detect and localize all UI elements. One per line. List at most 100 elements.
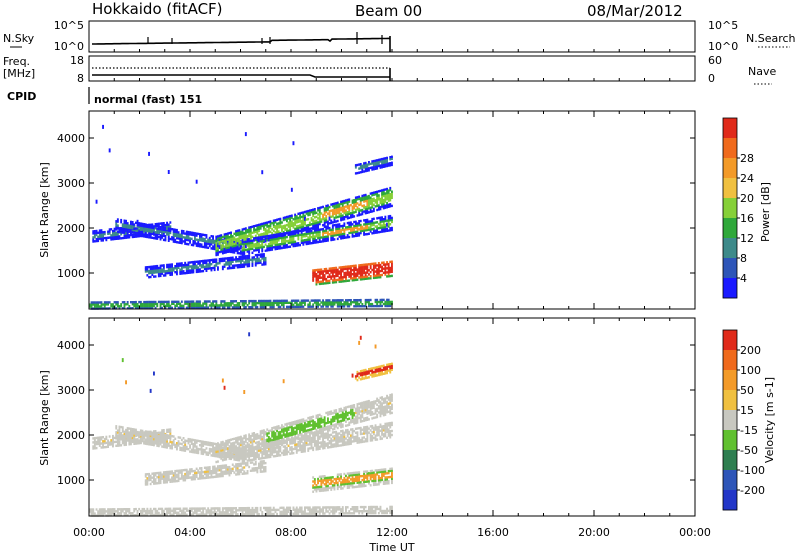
heatmap-cell: [353, 269, 355, 271]
heatmap-cell: [253, 458, 255, 460]
heatmap-cell: [301, 234, 303, 236]
heatmap-cell: [142, 231, 144, 233]
heatmap-cell: [373, 168, 375, 170]
heatmap-cell: [357, 273, 359, 275]
heatmap-cell: [186, 243, 188, 245]
heatmap-cell: [242, 454, 244, 456]
heatmap-cell: [133, 223, 135, 225]
heatmap-cell: [245, 434, 247, 436]
heatmap-cell: [161, 429, 163, 431]
heatmap-cell: [102, 436, 104, 438]
heatmap-cell: [250, 470, 252, 472]
heatmap-cell: [217, 262, 219, 264]
colorbar-swatch: [723, 118, 737, 138]
heatmap-cell: [194, 263, 196, 265]
heatmap-cell: [217, 507, 219, 509]
heatmap-cell: [142, 303, 144, 305]
heatmap-cell: [353, 305, 355, 307]
heatmap-cell: [194, 449, 196, 451]
heatmap-cell: [189, 468, 191, 470]
heatmap-cell: [368, 233, 370, 235]
heatmap-cell: [155, 430, 157, 432]
heatmap-cell: [197, 507, 199, 509]
heatmap-cell: [99, 301, 101, 303]
heatmap-cell: [301, 224, 303, 226]
heatmap-cell: [206, 234, 208, 236]
heatmap-cell: [196, 180, 198, 184]
heatmap-cell: [105, 510, 107, 512]
heatmap-cell: [138, 431, 140, 433]
heatmap-cell: [166, 471, 168, 473]
heatmap-cell: [261, 453, 263, 455]
heatmap-cell: [230, 238, 232, 240]
heatmap-cell: [217, 442, 219, 444]
heatmap-cell: [297, 306, 299, 308]
heatmap-cell: [178, 478, 180, 480]
noise-right-label: N.Search: [746, 32, 796, 45]
heatmap-cell: [94, 301, 96, 303]
colorbar-swatch: [723, 278, 737, 298]
heatmap-cell: [158, 472, 160, 474]
heatmap-cell: [381, 189, 383, 191]
heatmap-cell: [245, 454, 247, 456]
heatmap-cell: [206, 509, 208, 511]
heatmap-cell: [114, 510, 116, 512]
heatmap-cell: [94, 305, 96, 307]
heatmap-cell: [197, 440, 199, 442]
heatmap-cell: [158, 480, 160, 482]
heatmap-cell: [102, 510, 104, 512]
heatmap-cell: [169, 428, 171, 430]
heatmap-cell: [250, 435, 252, 437]
heatmap-cell: [233, 304, 235, 306]
heatmap-cell: [360, 299, 362, 301]
heatmap-cell: [165, 237, 167, 239]
heatmap-cell: [261, 470, 263, 472]
heatmap-cell: [368, 223, 370, 225]
heatmap-cell: [206, 260, 208, 262]
heatmap-cell: [250, 459, 252, 461]
heatmap-cell: [261, 233, 263, 235]
heatmap-cell: [114, 441, 116, 443]
heatmap-cell: [217, 465, 219, 467]
colorbar-swatch: [723, 258, 737, 278]
heatmap-cell: [270, 223, 272, 225]
heatmap-cell: [253, 225, 255, 227]
heatmap-cell: [206, 467, 208, 469]
heatmap-cell: [225, 472, 227, 474]
heatmap-cell: [265, 507, 267, 509]
heatmap-cell: [194, 302, 196, 304]
heatmap-cell: [304, 302, 306, 304]
heatmap-cell: [337, 220, 339, 222]
heatmap-cell: [91, 303, 93, 305]
heatmap-cell: [273, 304, 275, 306]
heatmap-cell: [250, 226, 252, 228]
heatmap-cell: [370, 299, 372, 301]
heatmap-cell: [245, 255, 247, 257]
heatmap-cell: [293, 218, 295, 220]
freq-panel: Freq. [MHz] 18 8 60 0 Nave: [3, 54, 776, 85]
heatmap-cell: [96, 200, 98, 204]
heatmap-cell: [337, 216, 339, 218]
heatmap-cell: [150, 437, 152, 439]
heatmap-cell: [261, 462, 263, 464]
heatmap-cell: [158, 267, 160, 269]
heatmap-cell: [252, 252, 254, 254]
heatmap-cell: [214, 509, 216, 511]
heatmap-cell: [142, 223, 144, 225]
heatmap-cell: [225, 456, 227, 458]
heatmap-cell: [194, 238, 196, 240]
heatmap-cell: [146, 431, 148, 433]
heatmap-cell: [233, 243, 235, 245]
heatmap-cell: [114, 508, 116, 510]
heatmap-cell: [368, 195, 370, 197]
heatmap-cell: [233, 247, 235, 249]
heatmap-cell: [334, 207, 336, 209]
heatmap-cell: [197, 269, 199, 271]
heatmap-cell: [242, 236, 244, 238]
heatmap-cell: [158, 273, 160, 275]
heatmap-cell: [278, 243, 280, 245]
heatmap-cell: [142, 440, 144, 442]
heatmap-cell: [329, 276, 331, 278]
